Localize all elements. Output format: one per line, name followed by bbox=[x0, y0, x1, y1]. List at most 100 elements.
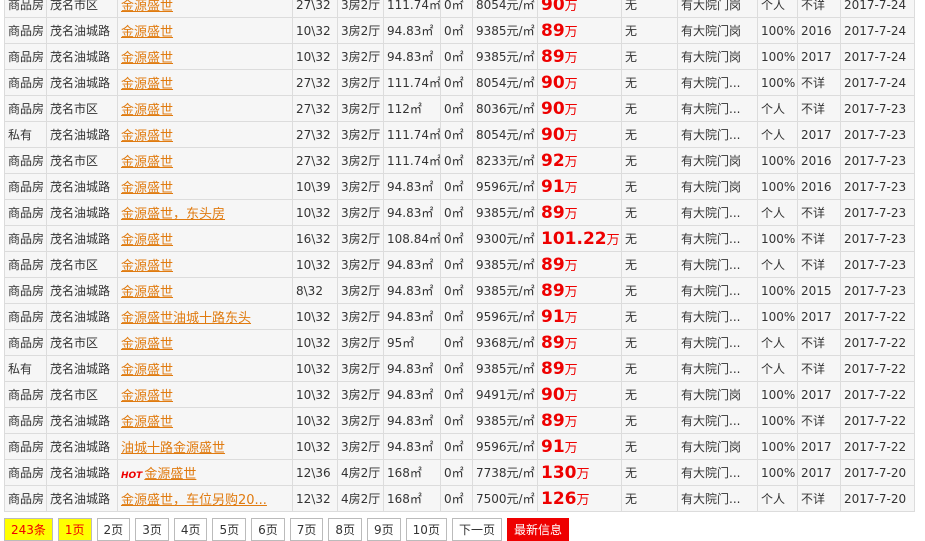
date-cell: 2017-7-24 bbox=[840, 17, 915, 44]
size-cell: 95㎡ bbox=[383, 329, 441, 356]
listing-link[interactable]: 金源盛世 bbox=[121, 181, 174, 196]
size-cell: 168㎡ bbox=[383, 459, 441, 486]
layout-cell: 3房2厅 bbox=[337, 329, 384, 356]
listing-link[interactable]: 金源盛世油城十路东头 bbox=[121, 311, 252, 326]
owner-cell: 100% bbox=[757, 69, 798, 96]
listing-link[interactable]: 金源盛世 bbox=[121, 129, 174, 144]
facility-cell: 无 bbox=[621, 381, 678, 408]
listing-link[interactable]: 金源盛世 bbox=[121, 25, 174, 40]
price: 89 bbox=[541, 280, 565, 301]
extra-cell: 0㎡ bbox=[440, 459, 473, 486]
area-cell: 茂名油城路 bbox=[46, 485, 118, 512]
listing-link[interactable]: 金源盛世 bbox=[121, 77, 174, 92]
listing-link[interactable]: 金源盛世，东头房 bbox=[121, 207, 226, 222]
page: {"price_unit":"万", "rows":[ {"type":"商品房… bbox=[4, 0, 915, 541]
unit-price-cell: 8054元/㎡ bbox=[472, 69, 538, 96]
extra-cell: 0㎡ bbox=[440, 329, 473, 356]
type-cell: 商品房 bbox=[4, 225, 47, 252]
unit-price-cell: 9596元/㎡ bbox=[472, 173, 538, 200]
size-cell: 94.83㎡ bbox=[383, 251, 441, 278]
listing-link[interactable]: 金源盛世 bbox=[121, 415, 174, 430]
listing-link[interactable]: 金源盛世 bbox=[121, 155, 174, 170]
name-cell: 金源盛世 bbox=[117, 407, 293, 434]
year-cell: 不详 bbox=[797, 329, 841, 356]
extra-cell: 0㎡ bbox=[440, 485, 473, 512]
listing-link[interactable]: 金源盛世，车位另购20... bbox=[121, 493, 267, 508]
listing-link[interactable]: 油城十路金源盛世 bbox=[121, 441, 226, 456]
listing-row: 商品房 茂名油城路 金源盛世 10\32 3房2厅 94.83㎡ 0㎡ 9385元/㎡ 89万无… bbox=[4, 407, 915, 434]
type-cell: 商品房 bbox=[4, 0, 47, 18]
listing-link[interactable]: 金源盛世 bbox=[121, 285, 174, 300]
facility-cell: 无 bbox=[621, 121, 678, 148]
name-cell: 金源盛世 bbox=[117, 251, 293, 278]
listing-row: 商品房 茂名油城路 金源盛世 16\32 3房2厅 108.84㎡ 0㎡ 9300元/㎡ 101… bbox=[4, 225, 915, 252]
price-cell: 89万 bbox=[537, 43, 622, 70]
owner-cell: 100% bbox=[757, 459, 798, 486]
year-cell: 2015 bbox=[797, 277, 841, 304]
price: 91 bbox=[541, 176, 565, 197]
price-cell: 90万 bbox=[537, 0, 622, 18]
name-cell: 金源盛世 bbox=[117, 329, 293, 356]
layout-cell: 3房2厅 bbox=[337, 199, 384, 226]
owner-cell: 100% bbox=[757, 277, 798, 304]
name-cell: 金源盛世 bbox=[117, 277, 293, 304]
listing-link[interactable]: 金源盛世 bbox=[121, 389, 174, 404]
layout-cell: 3房2厅 bbox=[337, 17, 384, 44]
type-cell: 商品房 bbox=[4, 17, 47, 44]
floor-cell: 8\32 bbox=[292, 277, 338, 304]
date-cell: 2017-7-22 bbox=[840, 381, 915, 408]
type-cell: 商品房 bbox=[4, 147, 47, 174]
listing-link[interactable]: 金源盛世 bbox=[121, 51, 174, 66]
extra-cell: 0㎡ bbox=[440, 199, 473, 226]
price: 89 bbox=[541, 332, 565, 353]
facility-cell: 无 bbox=[621, 303, 678, 330]
date-cell: 2017-7-22 bbox=[840, 355, 915, 382]
layout-cell: 3房2厅 bbox=[337, 355, 384, 382]
owner-cell: 100% bbox=[757, 381, 798, 408]
listing-link[interactable]: 金源盛世 bbox=[121, 0, 174, 14]
price-unit: 万 bbox=[564, 310, 578, 326]
facility-cell: 无 bbox=[621, 355, 678, 382]
facility-cell: 无 bbox=[621, 459, 678, 486]
floor-cell: 10\32 bbox=[292, 303, 338, 330]
area-cell: 茂名市区 bbox=[46, 0, 118, 18]
date-cell: 2017-7-23 bbox=[840, 225, 915, 252]
guard-cell: 有大院门... bbox=[677, 251, 758, 278]
size-cell: 111.74㎡ bbox=[383, 69, 441, 96]
facility-cell: 无 bbox=[621, 0, 678, 18]
size-cell: 94.83㎡ bbox=[383, 381, 441, 408]
listing-link[interactable]: 金源盛世 bbox=[121, 259, 174, 274]
name-cell: 金源盛世 bbox=[117, 355, 293, 382]
price: 89 bbox=[541, 254, 565, 275]
listing-row: 商品房 茂名市区 金源盛世 27\32 3房2厅 111.74㎡ 0㎡ 8233元/㎡ 92万无… bbox=[4, 147, 915, 174]
area-cell: 茂名油城路 bbox=[46, 459, 118, 486]
layout-cell: 3房2厅 bbox=[337, 0, 384, 18]
unit-price-cell: 7500元/㎡ bbox=[472, 485, 538, 512]
price: 126 bbox=[541, 488, 577, 509]
price-unit: 万 bbox=[564, 362, 578, 378]
listing-link[interactable]: 金源盛世 bbox=[121, 233, 174, 248]
price-unit: 万 bbox=[564, 0, 578, 14]
owner-cell: 个人 bbox=[757, 95, 798, 122]
unit-price-cell: 9385元/㎡ bbox=[472, 43, 538, 70]
price: 90 bbox=[541, 0, 565, 15]
listing-link[interactable]: 金源盛世 bbox=[144, 467, 197, 482]
price-unit: 万 bbox=[606, 232, 620, 248]
listing-link[interactable]: 金源盛世 bbox=[121, 103, 174, 118]
type-cell: 私有 bbox=[4, 355, 47, 382]
date-cell: 2017-7-23 bbox=[840, 199, 915, 226]
price-cell: 89万 bbox=[537, 17, 622, 44]
extra-cell: 0㎡ bbox=[440, 251, 473, 278]
listing-link[interactable]: 金源盛世 bbox=[121, 363, 174, 378]
size-cell: 111.74㎡ bbox=[383, 0, 441, 18]
date-cell: 2017-7-24 bbox=[840, 69, 915, 96]
price-cell: 89万 bbox=[537, 355, 622, 382]
extra-cell: 0㎡ bbox=[440, 17, 473, 44]
price: 90 bbox=[541, 72, 565, 93]
price-cell: 89万 bbox=[537, 329, 622, 356]
layout-cell: 3房2厅 bbox=[337, 43, 384, 70]
year-cell: 不详 bbox=[797, 199, 841, 226]
price: 89 bbox=[541, 410, 565, 431]
listing-link[interactable]: 金源盛世 bbox=[121, 337, 174, 352]
floor-cell: 12\36 bbox=[292, 459, 338, 486]
